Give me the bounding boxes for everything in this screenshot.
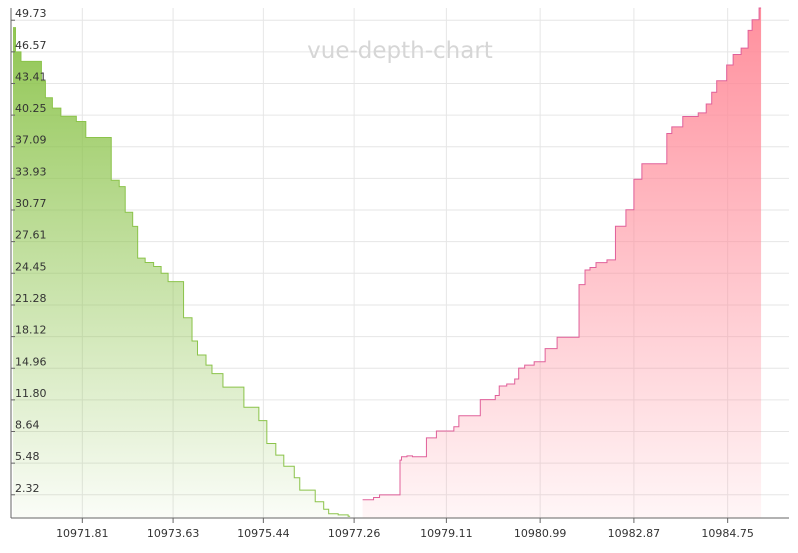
depth-areas (12, 7, 762, 519)
y-tick-label-15: 49.73 (15, 7, 47, 20)
y-tick-label-14: 46.57 (15, 39, 47, 52)
y-tick-label-4: 14.96 (15, 355, 47, 368)
chart-title: vue-depth-chart (307, 38, 493, 64)
y-tick-label-5: 18.12 (15, 324, 47, 337)
y-tick-label-8: 27.61 (15, 229, 47, 242)
y-tick-label-13: 43.41 (15, 70, 47, 83)
y-tick-label-12: 40.25 (15, 102, 47, 115)
x-tick-label-1: 10973.63 (147, 527, 200, 540)
y-tick-label-6: 21.28 (15, 292, 47, 305)
x-tick-label-0: 10971.81 (56, 527, 109, 540)
y-tick-label-7: 24.45 (15, 260, 47, 273)
x-tick-label-7: 10984.75 (701, 527, 754, 540)
y-tick-label-11: 37.09 (15, 134, 47, 147)
asks-line (362, 7, 762, 501)
y-axis-ticks: 2.32 5.48 8.64 11.80 14.96 18.12 21.28 24.45 27.… (11, 7, 47, 496)
y-tick-label-0: 2.32 (15, 482, 40, 495)
axes (10, 8, 789, 519)
bids-area (12, 27, 351, 519)
y-tick-label-2: 8.64 (15, 419, 40, 432)
x-tick-label-5: 10980.99 (514, 527, 567, 540)
y-tick-label-10: 33.93 (15, 165, 47, 178)
x-axis-ticks: 10971.81 10973.63 10975.44 10977.26 10979.11… (56, 518, 754, 540)
x-tick-label-3: 10977.26 (328, 527, 381, 540)
x-tick-label-6: 10982.87 (608, 527, 661, 540)
y-tick-label-1: 5.48 (15, 450, 40, 463)
x-tick-label-4: 10979.11 (420, 527, 473, 540)
x-tick-label-2: 10975.44 (237, 527, 290, 540)
bids-line (12, 27, 351, 517)
y-tick-label-9: 30.77 (15, 197, 47, 210)
asks-area (362, 8, 762, 518)
y-tick-label-3: 11.80 (15, 387, 47, 400)
